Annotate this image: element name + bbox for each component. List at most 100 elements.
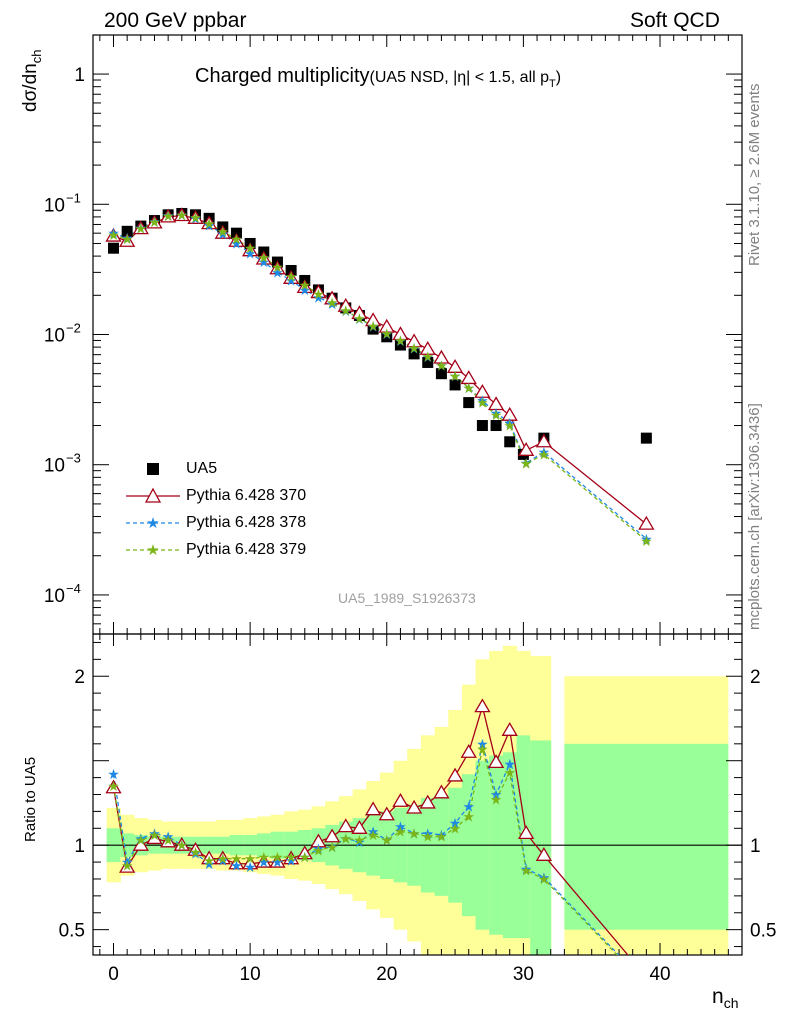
ua5-data-point [476, 420, 488, 432]
series-378-ratio-point: ★ [312, 842, 325, 858]
series-378-main-point: ★ [162, 209, 175, 225]
series-370-ratio-point [351, 819, 368, 834]
mcplots-label: mcplots.cern.ch [arXiv:1306.3436] [746, 403, 763, 630]
ratio-y-tick-label-right: 2 [750, 667, 761, 688]
series-379-ratio-point: ★ [135, 833, 148, 849]
series-378-main-point: ★ [121, 231, 134, 247]
series-370-ratio-point [187, 841, 204, 856]
svg-text:★: ★ [146, 541, 159, 559]
series-370-ratio-point [201, 850, 218, 865]
series-379-main-point: ★ [135, 222, 148, 238]
series-378-main-point: ★ [394, 334, 407, 350]
series-378-main-point: ★ [285, 273, 298, 289]
rivet-version-label: Rivet 3.1.10, ≥ 2.6M events [746, 83, 763, 267]
series-370-main-point [187, 210, 204, 224]
series-379-ratio-point: ★ [107, 779, 120, 795]
series-378-main-point: ★ [230, 236, 243, 252]
ua5-data-point [381, 331, 393, 343]
series-379-main-point: ★ [244, 241, 257, 257]
series-379-main-point: ★ [121, 232, 134, 248]
series-370-ratio-point [378, 806, 395, 821]
x-tick-label: 0 [108, 964, 119, 985]
series-370-main-point [310, 284, 327, 299]
ua5-data-point [422, 356, 434, 368]
series-379-main-point: ★ [217, 224, 230, 240]
series-378-ratio-point: ★ [449, 816, 462, 832]
plot-title: Charged multiplicity(UA5 NSD, |η| < 1.5,… [195, 65, 561, 90]
series-378-ratio-point: ★ [189, 847, 202, 863]
series-370-main-point [228, 232, 245, 247]
series-378-main-point: ★ [520, 456, 533, 472]
series-379-ratio-point: ★ [148, 828, 161, 844]
legend-marker-370 [126, 487, 180, 503]
series-370-main-point [255, 250, 272, 265]
series-370-main-point [638, 515, 655, 530]
ua5-data-point [435, 368, 447, 380]
series-370-ratio-point [146, 830, 163, 845]
series-378-main-point: ★ [503, 416, 516, 432]
legend-item-378: ★ Pythia 6.428 378 [120, 509, 306, 536]
series-379-main-point: ★ [367, 319, 380, 335]
series-370-main-point [419, 340, 436, 355]
main-y-tick-exponent: −3 [66, 451, 81, 466]
series-379-ratio-point: ★ [476, 742, 489, 758]
series-378-main-point: ★ [339, 304, 352, 320]
series-379-ratio-point: ★ [176, 838, 189, 854]
series-379-main-point: ★ [162, 209, 175, 225]
series-370-main-point [269, 260, 286, 275]
series-378-main-point: ★ [640, 532, 653, 548]
ua5-data-point [449, 379, 461, 391]
series-379-main-point: ★ [258, 251, 271, 267]
series-378-ratio-point: ★ [538, 870, 551, 886]
series-379-ratio-point: ★ [230, 852, 243, 868]
series-378-ratio-point: ★ [394, 820, 407, 836]
ratio-y-axis-title: Ratio to UA5 [22, 756, 39, 842]
series-370-ratio-point [119, 858, 136, 873]
main-y-tick-label: 10 [44, 456, 65, 477]
series-370-main-point [535, 433, 553, 448]
analysis-id: UA5_1989_S1926373 [338, 590, 476, 606]
series-379-main-point: ★ [107, 228, 120, 244]
series-379-main-point: ★ [490, 408, 503, 424]
series-370-ratio-point [364, 801, 382, 816]
series-370-ratio-point [255, 853, 272, 868]
ua5-data-point [121, 225, 133, 237]
series-379-ratio-point: ★ [258, 850, 271, 866]
series-378-main-point: ★ [367, 320, 380, 336]
series-370-ratio-point [474, 698, 491, 713]
series-370-ratio-point [535, 847, 553, 861]
series-370-main-point [364, 312, 382, 327]
series-370-ratio-point [323, 828, 341, 843]
series-378-ratio-point: ★ [520, 862, 533, 878]
series-370-main-point [323, 290, 341, 305]
series-378-ratio-point: ★ [176, 838, 189, 854]
series-370-main-point [214, 224, 231, 239]
series-370-main-point [433, 349, 450, 364]
legend-label-379: Pythia 6.428 379 [186, 540, 307, 558]
series-370-main-point [446, 359, 464, 373]
main-y-tick-exponent: −4 [66, 581, 81, 596]
legend-label-ua5: UA5 [186, 459, 218, 477]
ua5-data-point [490, 420, 502, 432]
series-379-main-point: ★ [476, 396, 489, 412]
series-378-ratio-point: ★ [135, 831, 148, 847]
series-378-main-point: ★ [189, 211, 202, 227]
x-tick-label: 40 [649, 964, 670, 985]
series-379-ratio-line [112, 748, 618, 955]
series-370-main-point [351, 305, 368, 320]
svg-text:★: ★ [146, 514, 159, 532]
main-y-tick-label: 1 [74, 65, 85, 86]
series-378-ratio-point: ★ [421, 826, 434, 842]
series-378-ratio-point: ★ [353, 835, 366, 851]
series-378-main-point: ★ [462, 381, 475, 397]
series-379-ratio-point: ★ [367, 828, 380, 844]
x-axis-title: nch [712, 985, 738, 1011]
series-370-main-point [517, 442, 535, 456]
series-370-ratio-point [310, 833, 327, 848]
series-370-main-point [282, 270, 300, 284]
series-379-ratio-point: ★ [312, 843, 325, 859]
series-370-ratio-point [228, 855, 245, 870]
series-379-ratio-point: ★ [380, 833, 393, 849]
series-370-main-point [337, 297, 354, 312]
